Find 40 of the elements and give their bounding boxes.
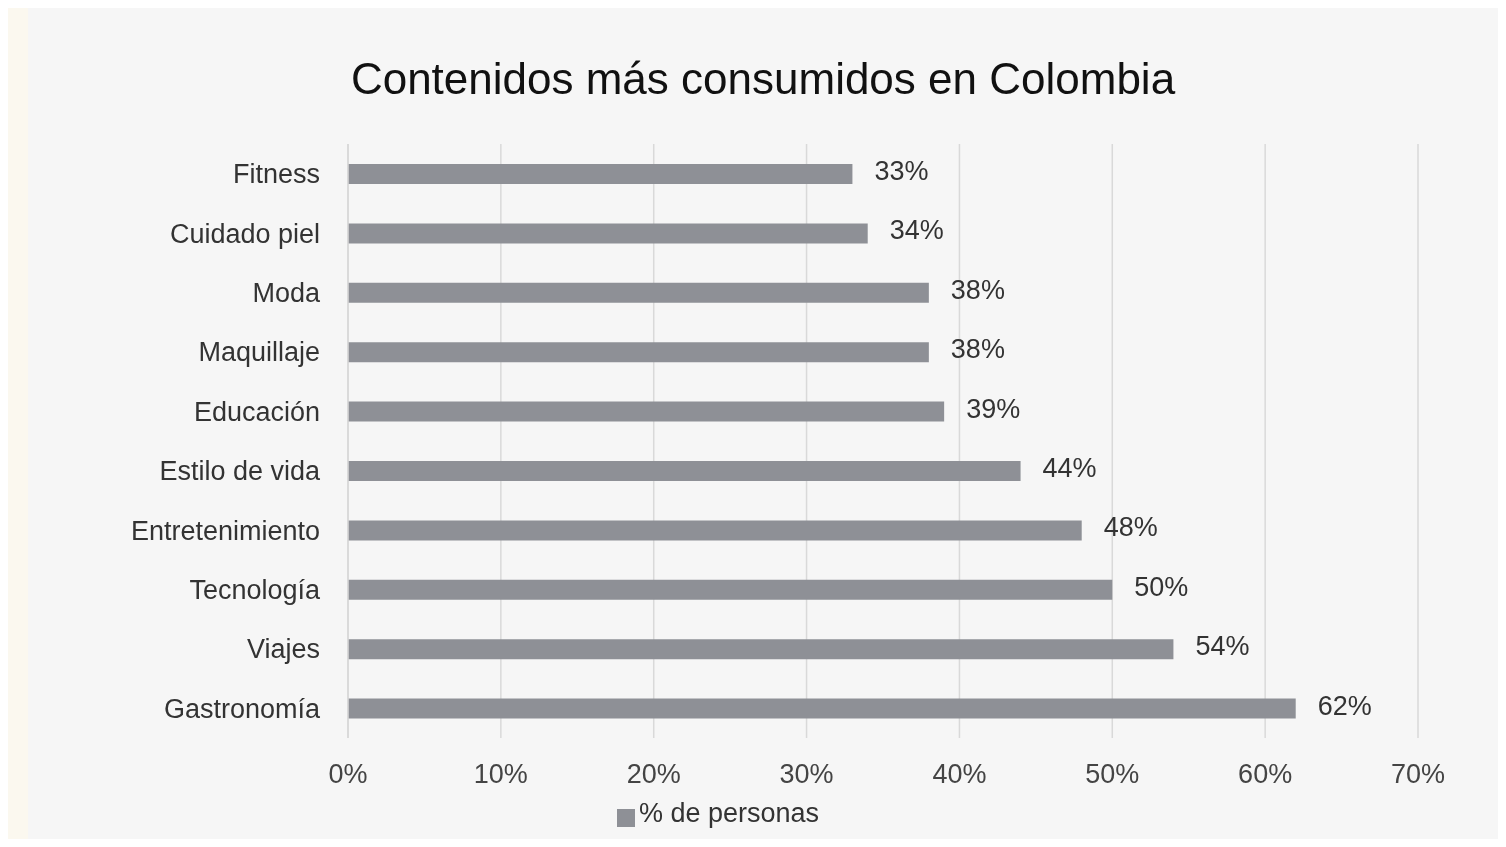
y-tick-label: Fitness [232, 159, 320, 190]
bar [348, 639, 1174, 660]
y-tick-label: Maquillaje [198, 337, 320, 368]
data-label: 62% [1317, 690, 1372, 721]
x-tick-label: 60% [1238, 759, 1293, 790]
y-tick-label: Moda [252, 278, 321, 309]
x-tick-label: 10% [473, 759, 528, 790]
bar [348, 282, 929, 303]
bar [348, 223, 868, 244]
data-label: 50% [1134, 571, 1189, 602]
chart-title: Contenidos más consumidos en Colombia [349, 53, 1177, 105]
bar [348, 401, 945, 422]
x-tick-label: 70% [1390, 759, 1446, 790]
data-label: 48% [1103, 512, 1158, 543]
x-tick-label: 40% [932, 759, 987, 790]
bar [348, 579, 1113, 600]
y-tick-label: Gastronomía [163, 693, 321, 724]
x-tick-label: 20% [626, 759, 681, 790]
x-tick-label: 30% [779, 759, 834, 790]
data-label: 38% [950, 274, 1005, 305]
bar [348, 164, 853, 184]
data-label: 34% [889, 215, 944, 246]
y-tick-label: Estilo de vida [159, 456, 321, 487]
bar [348, 342, 929, 363]
data-label: 38% [950, 334, 1005, 365]
y-tick-label: Cuidado piel [169, 218, 320, 249]
data-label: 44% [1042, 453, 1097, 483]
data-label: 33% [874, 156, 929, 186]
x-tick-label: 50% [1085, 759, 1140, 790]
y-tick-label: Tecnología [189, 575, 321, 606]
legend-label: % de personas [638, 798, 820, 828]
y-tick-label: Viajes [246, 634, 320, 665]
bar [348, 520, 1082, 541]
x-tick-label: 0% [328, 759, 368, 790]
bar [348, 698, 1296, 719]
y-tick-label: Educación [193, 396, 320, 427]
data-label: 54% [1195, 631, 1250, 662]
y-tick-label: Entretenimiento [130, 515, 320, 546]
bar [348, 461, 1021, 481]
data-label: 39% [966, 393, 1021, 424]
